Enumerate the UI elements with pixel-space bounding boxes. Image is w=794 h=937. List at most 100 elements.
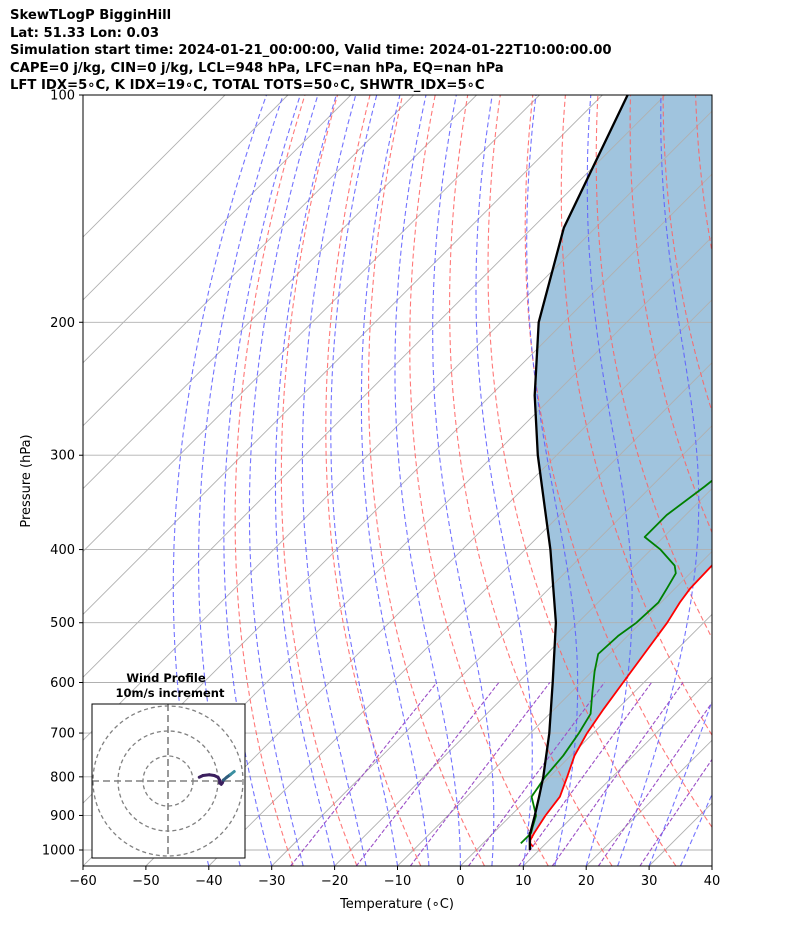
wind-barb-full [752, 765, 756, 778]
wind-barb-full [752, 742, 755, 755]
mixing-ratio-line [551, 682, 684, 866]
isotherm-line [711, 865, 712, 866]
isotherm-line [83, 95, 352, 364]
wind-barb-full [742, 594, 748, 606]
y-axis-ticks: 1000 900 800 700 600 500 400 300 200 100 [42, 89, 83, 859]
wind-barb-shaft [711, 268, 712, 269]
wind-barb-full [747, 706, 751, 719]
x-tick-label: 0 [456, 874, 464, 889]
wind-barb-full [751, 312, 757, 324]
isotherm-line [460, 613, 712, 866]
wind-barb-half [742, 663, 745, 669]
mixing-ratio-line [518, 682, 653, 866]
mixing-ratio-line [290, 682, 438, 866]
wind-barb [711, 475, 712, 477]
wind-profile-inset: Wind Profile 10m/s increment [91, 671, 246, 859]
wind-barb-shaft [711, 849, 712, 851]
wind-barb-full [752, 705, 756, 718]
title-location: Lat: 51.33 Lon: 0.03 [10, 25, 160, 41]
wind-barb-pennant [744, 372, 754, 384]
wind-barb-half [738, 559, 741, 565]
wind-barb-full [747, 786, 751, 799]
moist-adiabat [648, 699, 712, 866]
x-tick-label: −20 [321, 874, 348, 889]
isotherm-line [83, 95, 603, 616]
wind-barb-full [746, 626, 752, 638]
wind-barb-pennant [744, 422, 754, 434]
wind-barb-full [742, 173, 748, 185]
x-tick-label: 40 [704, 874, 721, 889]
dry-adiabat [560, 95, 712, 737]
x-tick-label: −40 [195, 874, 222, 889]
wind-barb-full [746, 219, 752, 231]
dewpoint-line [520, 479, 712, 845]
wind-barb-full [746, 313, 752, 325]
mixing-ratio-line [597, 701, 712, 866]
moist-adiabats [172, 95, 712, 866]
wind-barb [711, 821, 751, 834]
wind-barb-full [752, 785, 756, 798]
wind-barb-full [746, 593, 752, 605]
title-times: Simulation start time: 2024-01-21_00:00:… [10, 43, 612, 59]
mixing-ratio-lines [290, 682, 712, 866]
wind-barb-shaft [711, 140, 712, 141]
wind-barb-full [747, 765, 751, 778]
wind-barb [711, 372, 754, 389]
wind-barb [711, 663, 745, 672]
wind-barb-half [742, 832, 745, 838]
y-tick-label: 600 [50, 676, 75, 691]
dry-adiabat [234, 95, 306, 866]
wind-barb-full [746, 831, 752, 843]
cape-cin-fill [529, 95, 712, 850]
x-tick-label: 20 [578, 874, 595, 889]
wind-barb-shaft [711, 634, 712, 636]
y-tick-label: 900 [50, 809, 75, 824]
wind-barb-full [751, 840, 757, 852]
moist-adiabat [585, 95, 633, 866]
dry-adiabat [728, 95, 794, 866]
x-tick-label: 30 [641, 874, 658, 889]
dry-adiabat [695, 95, 712, 255]
wind-barb-full [751, 130, 757, 142]
mixing-ratio-line [409, 682, 551, 866]
cape-cin-area [529, 95, 712, 850]
wind-barb [711, 785, 756, 799]
wind-barb-full [751, 259, 757, 271]
y-tick-label: 1000 [42, 844, 75, 859]
wind-barb-full [751, 625, 757, 637]
dry-adiabat [280, 95, 358, 866]
inset-title: Wind Profile [126, 671, 206, 685]
wind-barb-half [742, 842, 745, 848]
wind-barb [711, 807, 712, 809]
moist-adiabat [617, 95, 700, 866]
moist-adiabat [711, 864, 712, 866]
wind-barb [711, 498, 754, 516]
x-tick-label: −50 [132, 874, 159, 889]
wind-barb-pennant [744, 498, 754, 510]
x-tick-label: −10 [384, 874, 411, 889]
wind-barb-shaft [711, 514, 712, 516]
isotherm-line [271, 425, 712, 866]
wind-barb-half [733, 263, 736, 269]
wind-barb [711, 840, 757, 852]
wind-barb [712, 742, 755, 755]
wind-barb [711, 593, 752, 606]
wind-barb [711, 130, 757, 142]
dry-adiabat [761, 95, 794, 866]
wind-barb-full [747, 821, 751, 834]
moist-adiabat [526, 95, 579, 866]
y-tick-label: 300 [50, 449, 75, 464]
wind-barb-full [751, 218, 757, 230]
x-tick-label: 10 [515, 874, 532, 889]
wind-barb-full [742, 558, 748, 570]
moist-adiabat [679, 793, 712, 866]
moist-adiabat [274, 95, 337, 866]
wind-barb-shaft [711, 475, 712, 477]
wind-barb-shaft [711, 564, 712, 566]
moist-adiabat [301, 95, 367, 866]
x-tick-label: −60 [69, 874, 96, 889]
wind-barb [711, 625, 757, 638]
wind-barb-shaft [711, 839, 712, 841]
isotherm-line [83, 95, 540, 553]
isotherm-line [397, 550, 712, 866]
